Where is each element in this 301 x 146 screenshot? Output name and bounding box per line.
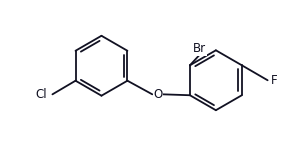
Text: F: F — [271, 74, 277, 87]
Text: Cl: Cl — [36, 88, 47, 101]
Text: Br: Br — [193, 42, 206, 55]
Text: O: O — [153, 88, 162, 101]
